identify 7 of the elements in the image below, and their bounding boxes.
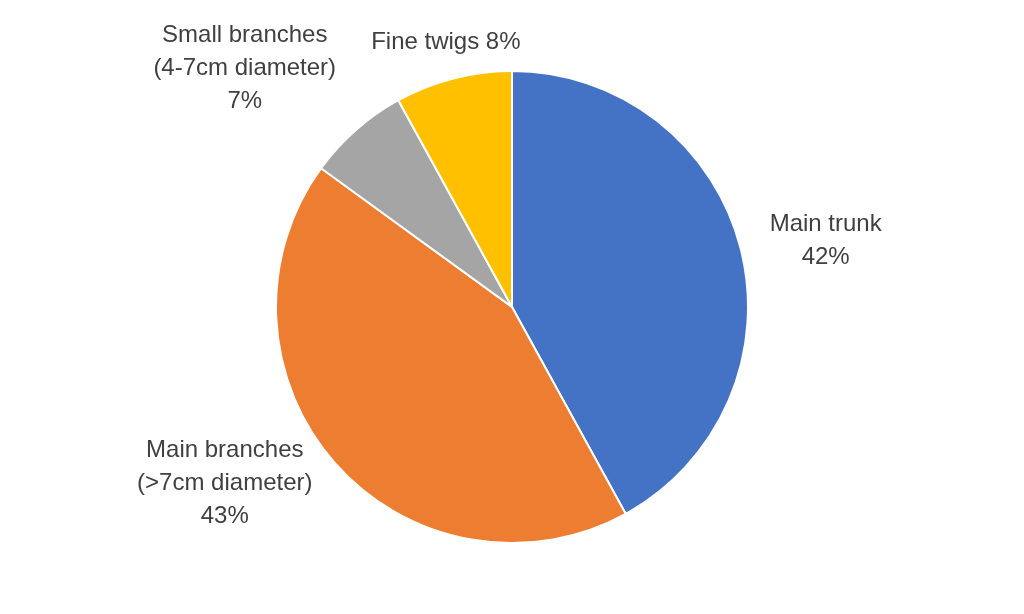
slice-label: Small branches (4-7cm diameter) <box>153 19 337 80</box>
slice-label: Fine twigs 8% <box>371 27 521 55</box>
slice-label: Main trunk <box>769 208 883 236</box>
data-label: 42% <box>801 241 850 269</box>
data-label: 7% <box>227 85 263 113</box>
data-label: 43% <box>200 500 249 528</box>
slice-label: Main branches (>7cm diameter) <box>137 434 313 495</box>
